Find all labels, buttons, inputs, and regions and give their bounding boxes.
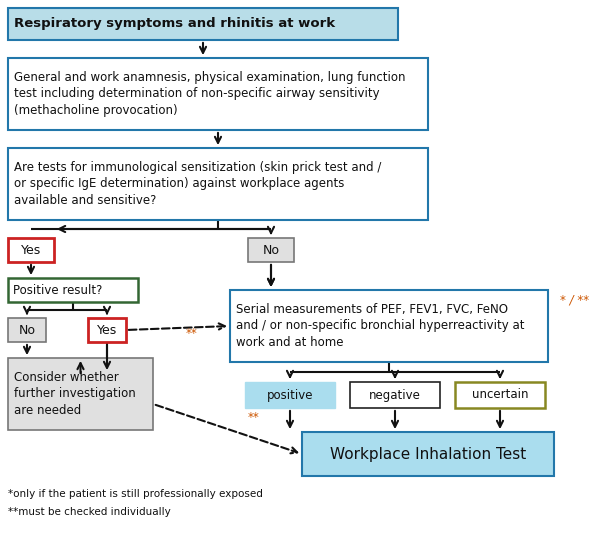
Text: Consider whether
further investigation
are needed: Consider whether further investigation a…: [14, 371, 136, 417]
Bar: [455, 382, 545, 408]
Text: uncertain: uncertain: [472, 388, 528, 401]
Bar: [8, 8, 398, 40]
Text: Positive result?: Positive result?: [13, 284, 103, 296]
Text: *only if the patient is still professionally exposed: *only if the patient is still profession…: [8, 489, 263, 499]
Bar: [8, 148, 428, 220]
Text: Yes: Yes: [21, 243, 41, 256]
Bar: [88, 318, 126, 342]
Text: No: No: [19, 324, 35, 337]
Text: Yes: Yes: [97, 324, 117, 337]
Text: negative: negative: [369, 388, 421, 401]
Text: * / **: * / **: [560, 294, 589, 307]
Text: Workplace Inhalation Test: Workplace Inhalation Test: [330, 447, 526, 462]
Bar: [8, 318, 46, 342]
Bar: [8, 58, 428, 130]
Bar: [8, 358, 153, 430]
Text: Respiratory symptoms and rhinitis at work: Respiratory symptoms and rhinitis at wor…: [14, 18, 335, 30]
Text: **: **: [186, 326, 198, 340]
Text: positive: positive: [267, 388, 313, 401]
Text: No: No: [263, 243, 280, 256]
Bar: [8, 278, 138, 302]
Bar: [8, 238, 54, 262]
Text: **must be checked individually: **must be checked individually: [8, 507, 171, 517]
Bar: [350, 382, 440, 408]
Bar: [302, 432, 554, 476]
Text: **: **: [248, 411, 260, 424]
Bar: [248, 238, 294, 262]
Text: General and work anamnesis, physical examination, lung function
test including d: General and work anamnesis, physical exa…: [14, 71, 406, 117]
Bar: [230, 290, 548, 362]
Bar: [245, 382, 335, 408]
Text: Are tests for immunological sensitization (skin prick test and /
or specific IgE: Are tests for immunological sensitizatio…: [14, 161, 382, 207]
Text: Serial measurements of PEF, FEV1, FVC, FeNO
and / or non-specific bronchial hype: Serial measurements of PEF, FEV1, FVC, F…: [236, 303, 524, 349]
